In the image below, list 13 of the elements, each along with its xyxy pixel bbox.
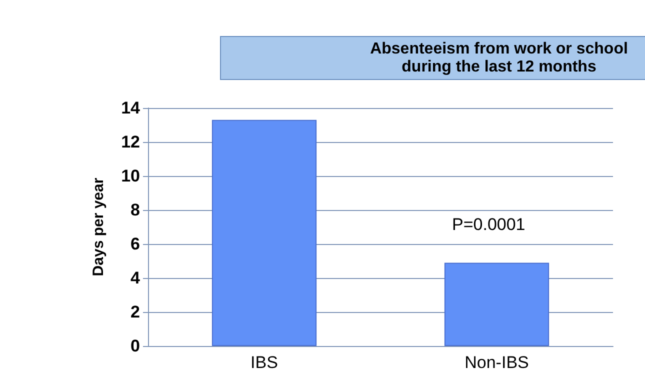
y-tick-label: 4 (130, 268, 141, 288)
y-tick-label: 2 (130, 302, 140, 322)
x-tick-label: Non-IBS (464, 353, 529, 372)
y-tick-label: 14 (121, 98, 141, 118)
y-tick-label: 12 (121, 132, 140, 152)
chart-title: Absenteeism from work or school during the last 12 months (370, 40, 628, 76)
y-tick-label: 10 (121, 166, 140, 186)
annotation: P=0.0001 (452, 215, 526, 234)
y-axis-title: Days per year (90, 178, 107, 276)
y-tick-label: 8 (130, 200, 140, 220)
x-tick-label: IBS (250, 353, 278, 372)
y-tick-label: 6 (130, 234, 140, 254)
y-tick-label: 0 (130, 336, 140, 356)
